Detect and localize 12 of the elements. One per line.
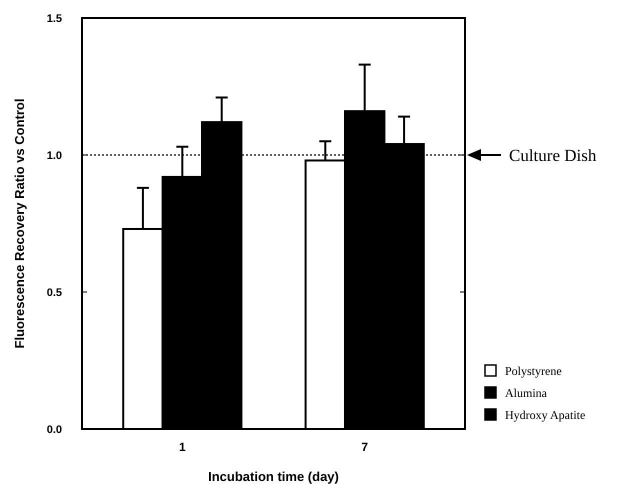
legend-label: Alumina [505, 386, 548, 400]
y-tick-label: 0.5 [46, 287, 62, 299]
x-tick-label: 1 [178, 440, 186, 454]
y-tick-label: 1.5 [46, 13, 62, 25]
ref-line-label: Culture Dish [509, 146, 597, 165]
y-tick-label: 0.0 [46, 424, 62, 436]
legend-label: Hydroxy Apatite [505, 408, 586, 422]
x-tick-label: 7 [361, 440, 368, 454]
y-tick-label: 1.0 [46, 150, 62, 162]
x-axis-title: Incubation time (day) [208, 469, 339, 484]
legend-label: Polystyrene [505, 364, 562, 378]
y-axis-title: Fluorescence Recovery Ratio vs Control [12, 98, 27, 348]
